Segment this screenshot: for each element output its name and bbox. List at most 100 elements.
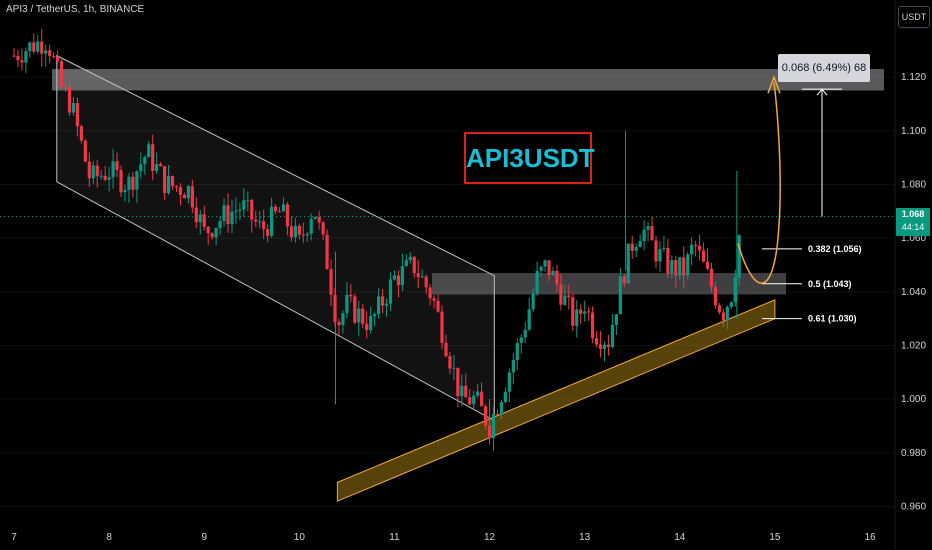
candle-body — [523, 329, 527, 338]
candle-body — [44, 50, 48, 54]
candle-body — [412, 256, 416, 274]
candle-body — [67, 87, 72, 113]
candle-body — [155, 164, 159, 171]
candle-body — [293, 225, 297, 238]
candle-body — [369, 316, 373, 331]
candle-body — [345, 294, 349, 314]
x-tick-label: 12 — [484, 532, 496, 543]
candle-body — [123, 189, 127, 193]
measure-arrow-head — [816, 88, 828, 96]
candle-body — [511, 359, 515, 373]
candle-body — [384, 303, 389, 306]
candle-body — [654, 240, 658, 262]
x-tick-label: 9 — [201, 532, 207, 543]
candle-body — [460, 385, 464, 397]
candle-body — [143, 157, 147, 165]
candle-body — [182, 194, 187, 199]
y-tick-label: 1.040 — [901, 287, 926, 298]
candle-body — [309, 218, 313, 234]
last-price-value: 1.068 — [901, 209, 925, 219]
candle-body — [638, 241, 642, 248]
candle-body — [646, 226, 650, 230]
candle-body — [717, 305, 722, 313]
x-tick-label: 14 — [674, 532, 686, 543]
candle-body — [614, 314, 618, 326]
candle-body — [119, 169, 123, 193]
candle-body — [583, 311, 587, 314]
candle-body — [159, 164, 163, 167]
candle-body — [503, 391, 508, 403]
candle-body — [507, 372, 511, 392]
candle-body — [178, 187, 183, 195]
y-tick-label: 1.020 — [901, 340, 926, 351]
candle-body — [365, 323, 369, 331]
candle-body — [713, 286, 718, 306]
candle-body — [674, 259, 678, 276]
candle-body — [361, 308, 365, 324]
candle-body — [285, 204, 290, 227]
candle-layer — [12, 28, 741, 451]
y-tick-label: 0.980 — [901, 448, 926, 459]
candle-body — [416, 273, 420, 278]
candle-body — [218, 220, 222, 228]
candle-body — [194, 207, 198, 223]
mid-zone — [432, 273, 786, 295]
candle-body — [162, 166, 167, 193]
x-tick-label: 13 — [579, 532, 591, 543]
candle-body — [705, 261, 710, 269]
candle-body — [721, 312, 725, 321]
candle-body — [83, 140, 87, 162]
x-tick-label: 15 — [769, 532, 781, 543]
candle-body — [563, 295, 567, 305]
candle-body — [594, 338, 599, 345]
candle-body — [325, 234, 329, 270]
candle-body — [99, 175, 103, 177]
candle-body — [52, 55, 56, 57]
fib-level-label: 0.61 (1.030) — [808, 314, 857, 324]
candle-body — [36, 41, 40, 52]
candle-body — [127, 176, 131, 190]
candle-body — [575, 309, 579, 326]
candle-body — [650, 226, 654, 241]
resistance-zone — [52, 69, 884, 91]
candle-body — [238, 209, 242, 211]
candle-body — [709, 268, 714, 287]
candle-body — [71, 103, 76, 113]
y-tick-label: 1.060 — [901, 233, 926, 244]
x-tick-label: 16 — [864, 532, 876, 543]
candle-body — [662, 247, 666, 250]
candle-body — [151, 144, 155, 171]
candle-body — [515, 343, 519, 360]
candle-body — [32, 42, 36, 52]
fib-level-label: 0.382 (1.056) — [808, 244, 862, 254]
candle-body — [115, 161, 119, 170]
candle-body — [131, 176, 135, 190]
candle-body — [464, 385, 468, 398]
candle-body — [281, 204, 286, 212]
candle-body — [630, 243, 634, 251]
candle-body — [305, 233, 309, 236]
candle-body — [452, 367, 456, 369]
candle-body — [254, 219, 258, 222]
candle-body — [226, 205, 230, 225]
candle-body — [535, 270, 539, 294]
candle-body — [555, 270, 559, 285]
candle-body — [539, 266, 543, 271]
candle-body — [147, 144, 151, 158]
candle-body — [408, 256, 412, 261]
candle-body — [519, 337, 523, 344]
candle-body — [341, 313, 345, 326]
candle-body — [448, 356, 452, 369]
candle-body — [79, 126, 83, 141]
candle-body — [139, 164, 143, 172]
candle-body — [135, 171, 139, 190]
currency-button[interactable]: USDT — [898, 6, 930, 28]
candle-body — [40, 41, 44, 54]
chart-title-box: API3USDT — [464, 132, 595, 184]
candle-body — [622, 276, 626, 284]
candle-body — [313, 217, 317, 219]
candle-body — [321, 222, 325, 235]
candle-body — [480, 391, 484, 407]
candle-body — [20, 60, 24, 63]
